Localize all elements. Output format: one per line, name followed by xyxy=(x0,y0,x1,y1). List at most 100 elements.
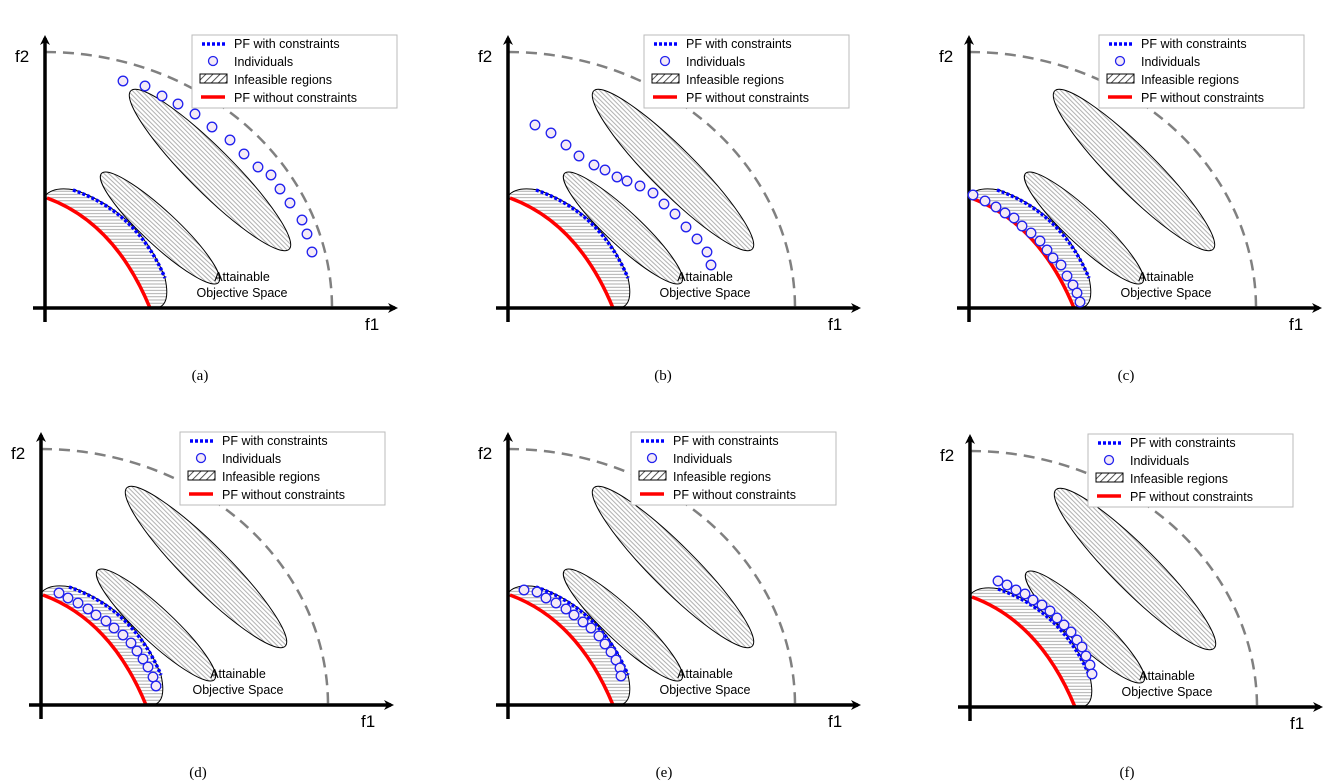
panel-caption: (b) xyxy=(654,368,672,384)
individual-point xyxy=(1019,588,1031,600)
panel-a: f1 f2 Attainable Objective Space PF with con… xyxy=(15,34,398,334)
individual-point xyxy=(588,159,600,171)
individual-point xyxy=(1058,619,1070,631)
individual-point xyxy=(137,653,149,665)
individual-point xyxy=(1034,235,1046,247)
legend-label-infeasible: Infeasible regions xyxy=(1141,73,1239,87)
pf-with-constraints xyxy=(997,587,1092,678)
legend-label-individuals: Individuals xyxy=(1130,454,1189,468)
region-label-line1: Attainable xyxy=(1138,270,1194,284)
infeasible-region xyxy=(1023,171,1145,285)
individual-point xyxy=(577,616,589,628)
individual-point xyxy=(206,121,218,133)
individual-point xyxy=(1047,252,1059,264)
legend-label-pf-unconstrained: PF without constraints xyxy=(1130,490,1253,504)
individual-point xyxy=(585,622,597,634)
legend-label-pf-unconstrained: PF without constraints xyxy=(234,91,357,105)
individual-point xyxy=(1044,605,1056,617)
legend: PF with constraints Individuals Infeasible… xyxy=(191,34,398,109)
individual-point xyxy=(100,615,112,627)
individual-point xyxy=(518,584,530,596)
individual-point xyxy=(284,197,296,209)
legend-label-pf-constrained: PF with constraints xyxy=(1130,436,1236,450)
legend-individual-swatch xyxy=(1103,454,1115,466)
legend-label-infeasible: Infeasible regions xyxy=(1130,472,1228,486)
region-label-line2: Objective Space xyxy=(1121,685,1212,699)
individual-point xyxy=(53,587,65,599)
attainable-boundary xyxy=(968,50,1258,309)
individual-point xyxy=(568,609,580,621)
individual-point xyxy=(647,187,659,199)
individual-point xyxy=(560,603,572,615)
legend-label-individuals: Individuals xyxy=(673,452,732,466)
individual-point xyxy=(238,148,250,160)
legend-box xyxy=(643,34,850,109)
pf-with-constraints xyxy=(72,188,167,279)
legend-label-pf-unconstrained: PF without constraints xyxy=(1141,91,1264,105)
f2-axis-label: f2 xyxy=(940,446,954,465)
individual-point xyxy=(531,586,543,598)
individual-point xyxy=(621,175,633,187)
f2-axis-label: f2 xyxy=(11,444,25,463)
legend-infeasible-swatch xyxy=(1095,472,1124,483)
individual-point xyxy=(1061,270,1073,282)
attainable-boundary xyxy=(40,447,330,706)
f2-axis-label: f2 xyxy=(478,444,492,463)
individual-point xyxy=(1076,641,1088,653)
legend-box xyxy=(179,431,386,506)
individual-point xyxy=(599,638,611,650)
individual-point xyxy=(1074,296,1086,308)
individual-point xyxy=(1080,650,1092,662)
individual-point xyxy=(979,195,991,207)
individual-point xyxy=(139,80,151,92)
panel-caption: (a) xyxy=(192,368,209,384)
pf-without-constraints xyxy=(971,595,1077,708)
legend-label-individuals: Individuals xyxy=(234,55,293,69)
pf-with-constraints xyxy=(535,188,630,279)
panel-d: f1 f2 Attainable Objective Space PF with con… xyxy=(11,431,394,731)
individual-point xyxy=(599,164,611,176)
legend-box xyxy=(630,431,837,506)
individual-point xyxy=(691,233,703,245)
individual-point xyxy=(156,90,168,102)
f1-axis-label: f1 xyxy=(361,712,375,731)
region-label-line2: Objective Space xyxy=(659,286,750,300)
panel-f: f1 f2 Attainable Objective Space PF with con… xyxy=(940,433,1323,733)
panel-caption: (e) xyxy=(656,765,673,781)
legend-label-pf-unconstrained: PF without constraints xyxy=(222,488,345,502)
individual-point xyxy=(593,630,605,642)
individual-point xyxy=(1086,668,1098,680)
individual-point xyxy=(150,680,162,692)
legend-box xyxy=(1098,34,1305,109)
individual-point xyxy=(306,246,318,258)
individual-point xyxy=(117,629,129,641)
infeasible-region xyxy=(562,568,684,682)
infeasible-region xyxy=(95,568,217,682)
panel-c: f1 f2 Attainable Objective Space PF with con… xyxy=(939,34,1322,334)
infeasible-region xyxy=(124,485,288,649)
individual-point xyxy=(117,75,129,87)
individual-point xyxy=(550,597,562,609)
f2-axis-label: f2 xyxy=(939,47,953,66)
legend-label-pf-unconstrained: PF without constraints xyxy=(686,91,809,105)
legend: PF with constraints Individuals Infeasible… xyxy=(1098,34,1305,109)
individual-point xyxy=(1051,612,1063,624)
legend-box xyxy=(191,34,398,109)
individual-point xyxy=(189,108,201,120)
panel-caption: (c) xyxy=(1118,368,1135,384)
individual-point xyxy=(705,259,717,271)
region-label-line1: Attainable xyxy=(677,667,733,681)
region-label-line1: Attainable xyxy=(1139,669,1195,683)
f1-axis-label: f1 xyxy=(1290,714,1304,733)
legend: PF with constraints Individuals Infeasible… xyxy=(643,34,850,109)
individual-point xyxy=(560,139,572,151)
individual-point xyxy=(142,661,154,673)
f1-axis-label: f1 xyxy=(365,315,379,334)
individual-point xyxy=(274,183,286,195)
individual-point xyxy=(82,603,94,615)
legend-individual-swatch xyxy=(646,452,658,464)
legend-label-infeasible: Infeasible regions xyxy=(673,470,771,484)
legend-infeasible-swatch xyxy=(199,73,228,84)
individual-point xyxy=(1001,579,1013,591)
legend-box xyxy=(1087,433,1294,508)
